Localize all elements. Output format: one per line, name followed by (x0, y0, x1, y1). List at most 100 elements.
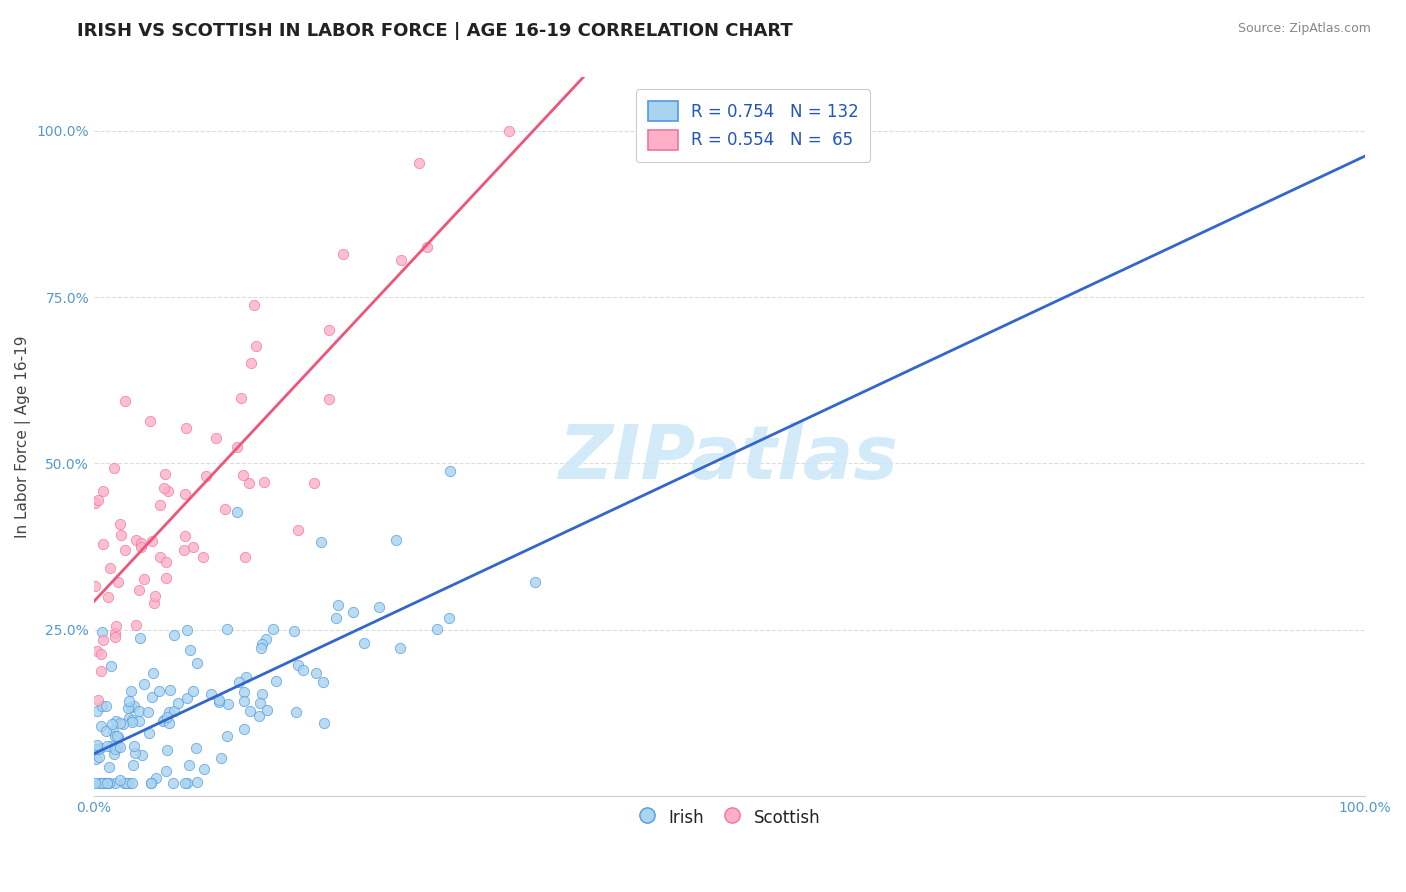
Point (129, 536, 152, 550)
Point (233, 684, 256, 698)
Point (96, 776, 118, 790)
Y-axis label: In Labor Force | Age 16-19: In Labor Force | Age 16-19 (15, 335, 31, 538)
Point (94, 699, 117, 714)
Point (141, 533, 163, 548)
Point (326, 598, 349, 612)
Point (176, 690, 198, 705)
Point (250, 640, 273, 655)
Point (94, 723, 117, 738)
Point (114, 394, 136, 409)
Point (108, 773, 131, 788)
Point (208, 693, 231, 707)
Point (254, 632, 277, 646)
Point (173, 542, 195, 557)
Point (118, 711, 141, 725)
Point (184, 741, 207, 756)
Point (385, 533, 408, 548)
Point (149, 550, 172, 565)
Point (98, 561, 121, 575)
Point (122, 758, 145, 772)
Point (186, 775, 208, 789)
Point (205, 431, 228, 445)
Point (139, 413, 162, 427)
Point (181, 540, 204, 554)
Point (174, 529, 197, 543)
Point (104, 625, 127, 640)
Point (90, 719, 112, 733)
Point (159, 683, 181, 698)
Point (104, 729, 127, 743)
Point (108, 517, 131, 532)
Point (96, 739, 118, 754)
Point (114, 543, 136, 558)
Point (101, 724, 124, 739)
Point (252, 475, 274, 489)
Point (179, 642, 201, 657)
Point (156, 709, 179, 723)
Point (176, 776, 198, 790)
Point (426, 622, 449, 636)
Point (136, 705, 159, 719)
Point (86, 643, 108, 657)
Point (87, 693, 110, 707)
Point (239, 705, 262, 719)
Point (122, 739, 145, 754)
Point (209, 750, 232, 764)
Point (523, 574, 546, 589)
Point (84, 579, 107, 593)
Point (238, 475, 260, 490)
Point (166, 696, 188, 710)
Point (105, 739, 128, 754)
Point (162, 628, 184, 642)
Point (142, 665, 165, 680)
Point (389, 640, 412, 655)
Point (332, 246, 354, 260)
Point (90, 664, 112, 678)
Point (90, 776, 112, 790)
Point (100, 659, 122, 673)
Point (93, 776, 115, 790)
Point (139, 776, 162, 790)
Point (110, 716, 132, 731)
Point (250, 687, 273, 701)
Point (264, 674, 287, 689)
Point (97, 590, 120, 604)
Point (157, 715, 180, 730)
Point (226, 505, 249, 519)
Point (87, 776, 110, 790)
Point (152, 713, 174, 727)
Point (121, 714, 143, 729)
Legend: Irish, Scottish: Irish, Scottish (631, 801, 827, 835)
Point (125, 533, 148, 548)
Point (162, 776, 184, 790)
Point (353, 636, 375, 650)
Point (342, 605, 364, 619)
Point (163, 704, 186, 718)
Point (408, 156, 430, 170)
Point (128, 714, 150, 729)
Point (132, 677, 155, 691)
Point (124, 746, 146, 760)
Point (156, 743, 179, 757)
Point (86, 738, 108, 752)
Point (107, 574, 129, 589)
Point (179, 758, 201, 772)
Point (84, 776, 107, 790)
Point (214, 502, 236, 516)
Point (186, 656, 208, 670)
Point (104, 776, 127, 790)
Point (312, 675, 335, 690)
Point (181, 684, 204, 698)
Point (232, 723, 254, 737)
Point (229, 391, 252, 405)
Point (498, 123, 520, 137)
Point (87, 750, 110, 764)
Point (191, 549, 214, 564)
Point (256, 703, 278, 717)
Point (247, 709, 270, 723)
Point (152, 714, 174, 729)
Point (86, 742, 108, 756)
Point (152, 481, 174, 495)
Point (89, 740, 111, 755)
Point (90, 647, 112, 661)
